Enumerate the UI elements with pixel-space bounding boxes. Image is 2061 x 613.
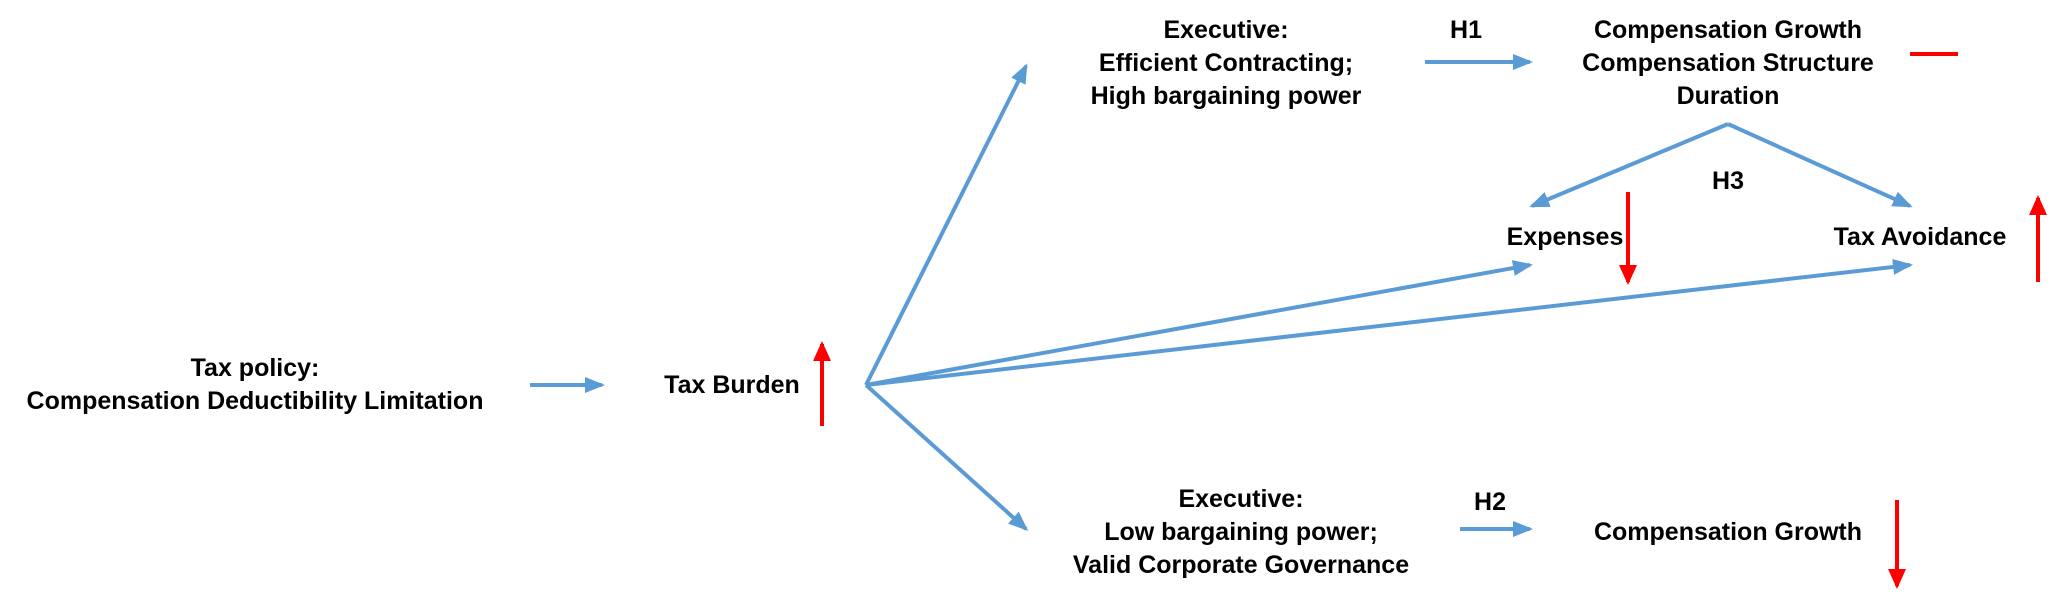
executive-high-line-2: High bargaining power	[1091, 82, 1362, 110]
executive-high-title: Executive:	[1163, 16, 1288, 44]
executive-low-line-2: Valid Corporate Governance	[1073, 551, 1409, 579]
tax-avoidance-label: Tax Avoidance	[1834, 223, 2007, 251]
tax-avoidance-node: Tax Avoidance	[1834, 223, 2007, 251]
arrow-burden-to-executive-low	[864, 383, 1029, 532]
direction-indicators	[813, 52, 2047, 589]
outcome-h1-node: Compensation Growth Compensation Structu…	[1582, 16, 1874, 110]
arrow-outcome-to-tax-avoidance	[1727, 122, 1913, 208]
executive-low-node: Executive: Low bargaining power; Valid C…	[1073, 485, 1409, 579]
outcome-h1-line-0: Compensation Growth	[1594, 16, 1862, 44]
tax-burden-label: Tax Burden	[664, 371, 800, 399]
tax-policy-subtitle: Compensation Deductibility Limitation	[27, 387, 484, 415]
outcome-h1-line-2: Duration	[1677, 82, 1780, 110]
hypothesis-h3-label: H3	[1712, 167, 1744, 195]
expenses-node: Expenses	[1507, 223, 1624, 251]
executive-low-line-1: Low bargaining power;	[1104, 518, 1378, 546]
executive-high-line-1: Efficient Contracting;	[1099, 49, 1353, 77]
outcome-h1-line-1: Compensation Structure	[1582, 49, 1874, 77]
arrow-burden-to-executive-high	[864, 63, 1028, 386]
executive-high-node: Executive: Efficient Contracting; High b…	[1091, 16, 1362, 110]
arrow-burden-to-tax-avoidance	[865, 258, 1913, 387]
arrow-burden-to-expenses	[865, 260, 1533, 387]
flow-arrows	[530, 54, 1913, 537]
hypothesis-h2-label: H2	[1474, 488, 1506, 516]
hypothesis-h1-label: H1	[1450, 16, 1482, 44]
executive-low-title: Executive:	[1178, 485, 1303, 513]
outcome-h2-node: Compensation Growth	[1594, 518, 1862, 546]
expenses-label: Expenses	[1507, 223, 1624, 251]
tax-policy-node: Tax policy: Compensation Deductibility L…	[27, 354, 484, 415]
outcome-h2-label: Compensation Growth	[1594, 518, 1862, 546]
arrow-outcome-to-expenses	[1529, 122, 1729, 208]
tax-burden-node: Tax Burden	[664, 371, 800, 399]
tax-policy-title: Tax policy:	[191, 354, 320, 382]
